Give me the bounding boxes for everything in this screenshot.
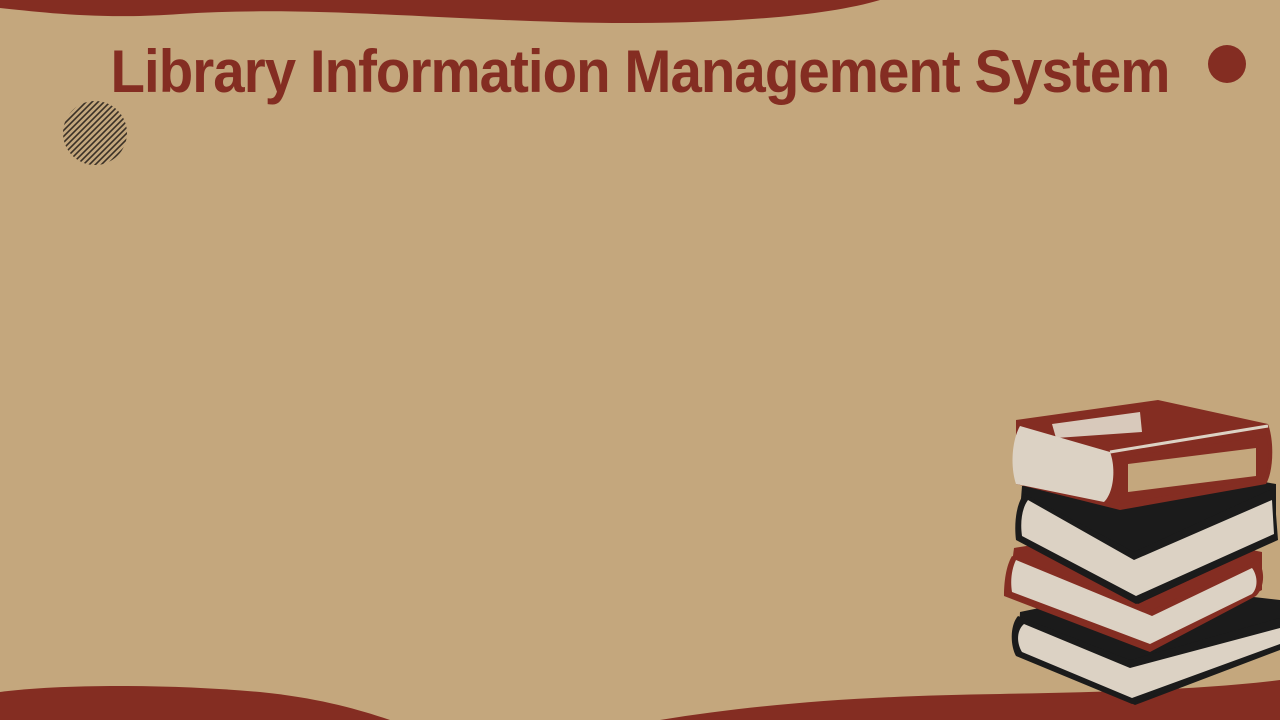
book-top xyxy=(1012,400,1273,510)
book-stack-icon xyxy=(1004,400,1280,705)
decor-dot-icon xyxy=(1208,45,1246,83)
slide-title: Library Information Management System xyxy=(110,38,1171,105)
top-wave xyxy=(0,0,880,24)
hatched-circle-icon xyxy=(63,101,127,165)
